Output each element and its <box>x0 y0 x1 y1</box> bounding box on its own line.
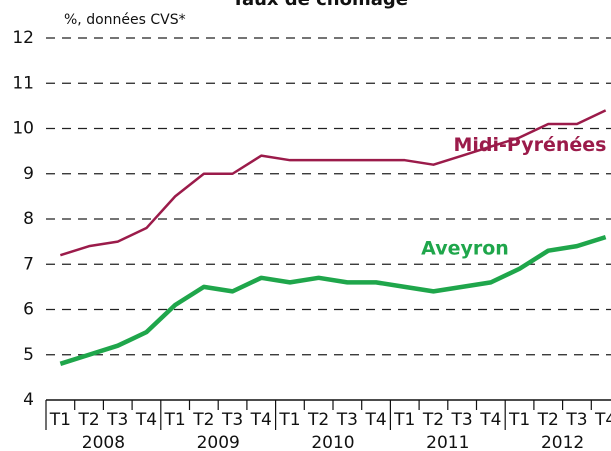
x-group-label: 2012 <box>541 433 584 451</box>
x-tick-label: T3 <box>451 410 473 430</box>
x-tick-label: T1 <box>278 410 300 430</box>
x-tick-label: T4 <box>364 410 386 430</box>
y-tick-label: 5 <box>23 345 34 365</box>
x-tick-label: T2 <box>422 410 444 430</box>
x-tick-label: T2 <box>77 410 99 430</box>
x-tick-label: T2 <box>192 410 214 430</box>
x-tick-label: T2 <box>537 410 559 430</box>
x-tick-label: T4 <box>250 410 272 430</box>
x-tick-label: T4 <box>135 410 157 430</box>
series-label: Midi-Pyrénées <box>454 134 607 156</box>
x-tick-label: T1 <box>393 410 415 430</box>
series-line <box>59 234 607 366</box>
x-tick-label: T4 <box>479 410 501 430</box>
y-tick-label: 10 <box>12 119 34 139</box>
x-tick-label: T3 <box>336 410 358 430</box>
x-tick-label: T1 <box>508 410 530 430</box>
y-tick-label: 4 <box>23 390 34 410</box>
x-group-label: 2011 <box>426 433 469 451</box>
x-tick-label: T3 <box>565 410 587 430</box>
x-tick-label: T4 <box>594 410 611 430</box>
y-tick-label: 12 <box>12 28 34 48</box>
x-group-label: 2008 <box>82 433 125 451</box>
chart-subtitle: %, données CVS* <box>64 12 186 28</box>
series-line <box>59 109 607 257</box>
x-tick-label: T3 <box>106 410 128 430</box>
x-tick-label: T2 <box>307 410 329 430</box>
y-tick-label: 11 <box>12 73 34 93</box>
chart-title: Taux de chômage <box>232 0 408 10</box>
x-tick-label: T3 <box>221 410 243 430</box>
y-tick-label: 8 <box>23 209 34 229</box>
y-tick-label: 7 <box>23 254 34 274</box>
x-group-label: 2010 <box>311 433 354 451</box>
series-label: Aveyron <box>421 238 509 260</box>
y-tick-label: 9 <box>23 164 34 184</box>
y-tick-label: 6 <box>23 300 34 320</box>
x-tick-label: T1 <box>164 410 186 430</box>
x-tick-label: T1 <box>49 410 71 430</box>
x-group-label: 2009 <box>197 433 240 451</box>
